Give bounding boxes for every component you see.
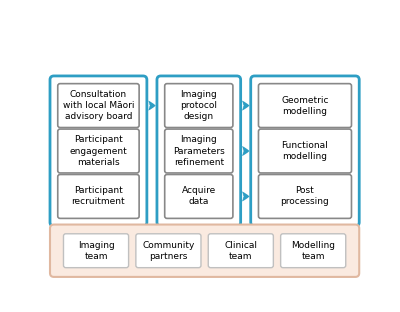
Text: Consultation
with local Māori
advisory board: Consultation with local Māori advisory b…	[63, 90, 134, 121]
Text: Modelling
team: Modelling team	[291, 241, 335, 261]
FancyBboxPatch shape	[258, 129, 352, 173]
FancyBboxPatch shape	[50, 76, 147, 226]
FancyBboxPatch shape	[165, 129, 233, 173]
FancyBboxPatch shape	[58, 84, 139, 128]
FancyBboxPatch shape	[208, 234, 273, 268]
FancyBboxPatch shape	[64, 234, 128, 268]
Text: Imaging
team: Imaging team	[78, 241, 114, 261]
FancyBboxPatch shape	[258, 84, 352, 128]
Text: Functional
modelling: Functional modelling	[282, 141, 328, 161]
FancyBboxPatch shape	[251, 76, 359, 226]
FancyBboxPatch shape	[58, 129, 139, 173]
Text: Acquire
data: Acquire data	[182, 186, 216, 207]
FancyBboxPatch shape	[136, 234, 201, 268]
Text: Participant
recruitment: Participant recruitment	[72, 186, 125, 207]
FancyBboxPatch shape	[58, 174, 139, 218]
Text: Imaging
Parameters
refinement: Imaging Parameters refinement	[173, 135, 225, 167]
Text: Clinical
team: Clinical team	[224, 241, 257, 261]
Text: Imaging
protocol
design: Imaging protocol design	[180, 90, 217, 121]
FancyBboxPatch shape	[258, 174, 352, 218]
Text: Post
processing: Post processing	[281, 186, 329, 207]
Text: Participant
engagement
materials: Participant engagement materials	[70, 135, 127, 167]
FancyBboxPatch shape	[281, 234, 346, 268]
Text: Geometric
modelling: Geometric modelling	[281, 95, 329, 116]
FancyBboxPatch shape	[165, 174, 233, 218]
Text: Community
partners: Community partners	[142, 241, 195, 261]
FancyBboxPatch shape	[157, 76, 241, 226]
FancyBboxPatch shape	[50, 225, 359, 277]
FancyBboxPatch shape	[165, 84, 233, 128]
